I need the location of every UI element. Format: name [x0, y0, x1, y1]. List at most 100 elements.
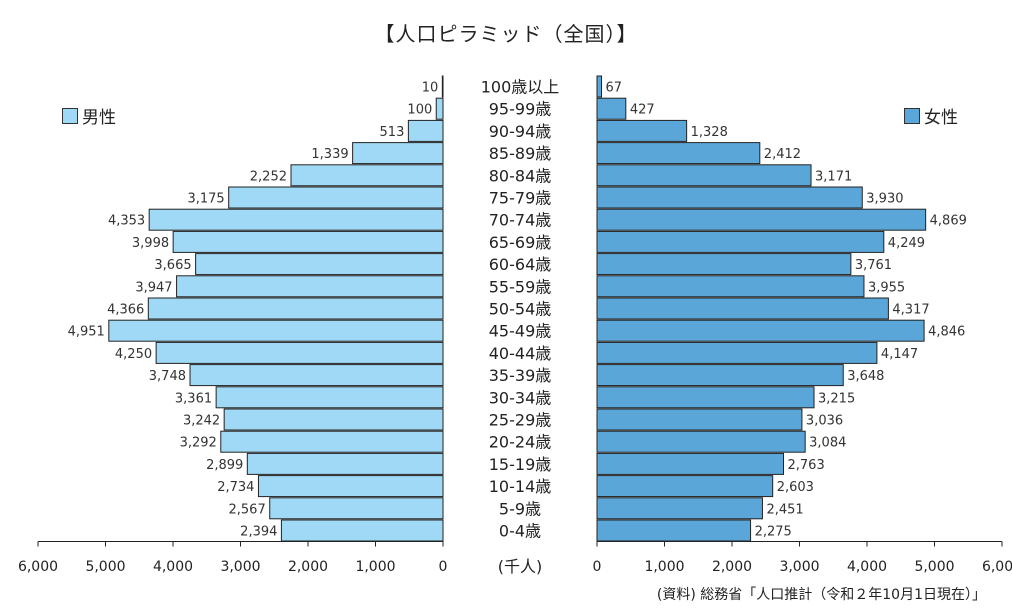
legend-label-female: 女性 [924, 108, 958, 128]
data-label-male: 100 [407, 103, 432, 118]
bar-male [172, 230, 444, 253]
bar-male [441, 75, 444, 98]
source-note: (資料) 総務省「人口推計（令和２年10月1日現在）」 [656, 587, 986, 603]
bar-male [246, 452, 444, 475]
data-label-male: 4,366 [107, 303, 144, 318]
bar-male [215, 386, 444, 409]
data-label-female: 427 [630, 103, 655, 118]
x-tick-label-male: 3,000 [220, 559, 260, 575]
data-label-female: 2,763 [788, 458, 825, 473]
unit-label: (千人) [498, 557, 543, 576]
bar-female [596, 253, 852, 276]
bar-male [147, 297, 444, 320]
category-label: 10-14歳 [489, 477, 552, 496]
bar-male [220, 430, 444, 453]
bar-male [228, 186, 444, 209]
data-label-male: 3,748 [149, 369, 186, 384]
data-label-male: 10 [422, 81, 439, 96]
bar-female [596, 142, 761, 165]
data-label-female: 4,869 [930, 214, 967, 229]
data-label-male: 4,951 [68, 325, 105, 340]
bar-female [596, 208, 927, 231]
legend-female: 女性 [904, 103, 958, 128]
category-label: 85-89歳 [489, 144, 552, 163]
data-label-female: 67 [606, 81, 623, 96]
bar-male [148, 208, 444, 231]
bar-female [596, 275, 865, 298]
data-label-male: 3,361 [175, 391, 212, 406]
category-label: 55-59歳 [489, 277, 552, 296]
data-label-male: 3,292 [180, 436, 217, 451]
legend-swatch-male [62, 107, 78, 124]
bar-male [257, 475, 444, 498]
data-label-male: 2,899 [206, 458, 243, 473]
bar-male [435, 97, 444, 120]
chart-title: 【人口ピラミッド（全国）】 [374, 22, 638, 46]
data-label-female: 4,846 [928, 325, 965, 340]
category-label: 90-94歳 [489, 122, 552, 141]
data-label-female: 3,648 [847, 369, 884, 384]
x-tick-label-male: 0 [439, 559, 448, 575]
bar-female [596, 519, 752, 542]
bar-female [596, 75, 603, 98]
category-label: 30-34歳 [489, 388, 552, 407]
data-label-female: 3,215 [818, 391, 855, 406]
bar-male [352, 142, 444, 165]
data-label-male: 2,252 [250, 169, 287, 184]
data-label-female: 3,930 [866, 192, 903, 207]
x-tick-label-female: 4,000 [847, 559, 887, 575]
category-label: 50-54歳 [489, 300, 552, 319]
bar-male [195, 253, 444, 276]
data-label-male: 3,175 [187, 192, 224, 207]
data-label-male: 2,394 [240, 525, 277, 540]
data-label-male: 3,242 [183, 414, 220, 429]
data-label-male: 513 [380, 125, 405, 140]
bar-female [596, 408, 803, 431]
data-label-female: 2,451 [766, 502, 803, 517]
x-tick-label-female: 6,000 [982, 559, 1012, 575]
bar-female [596, 319, 925, 342]
bar-female [596, 341, 878, 364]
category-label: 15-19歳 [489, 455, 552, 474]
category-label: 35-39歳 [489, 366, 552, 385]
bar-female [596, 297, 889, 320]
x-tick-label-male: 6,000 [18, 559, 58, 575]
bar-female [596, 186, 863, 209]
x-tick-label-male: 1,000 [355, 559, 395, 575]
data-label-male: 2,734 [217, 480, 254, 495]
category-label: 75-79歳 [489, 189, 552, 208]
bar-female [596, 119, 688, 142]
legend-male: 男性 [62, 103, 116, 128]
bar-male [290, 164, 444, 187]
data-label-male: 1,339 [311, 147, 348, 162]
category-label: 45-49歳 [489, 322, 552, 341]
bar-female [596, 364, 844, 387]
bar-male [176, 275, 444, 298]
data-label-female: 4,317 [892, 303, 929, 318]
x-tick-label-male: 5,000 [85, 559, 125, 575]
bar-male [280, 519, 444, 542]
x-tick-label-female: 5,000 [914, 559, 954, 575]
data-label-female: 1,328 [691, 125, 728, 140]
bar-female [596, 164, 812, 187]
data-label-female: 3,036 [806, 414, 843, 429]
data-label-female: 3,955 [868, 280, 905, 295]
bar-male [223, 408, 444, 431]
category-label: 100歳以上 [481, 78, 560, 97]
bar-female [596, 430, 806, 453]
bar-female [596, 452, 785, 475]
bar-female [596, 386, 815, 409]
data-label-female: 2,603 [777, 480, 814, 495]
bar-female [596, 475, 774, 498]
bar-male [407, 119, 444, 142]
category-label: 5-9歳 [499, 499, 541, 518]
data-label-male: 3,998 [132, 236, 169, 251]
bar-male [269, 497, 444, 520]
bar-male [189, 364, 444, 387]
data-label-male: 4,250 [115, 347, 152, 362]
x-tick-label-female: 0 [593, 559, 602, 575]
data-label-female: 4,249 [888, 236, 925, 251]
legend-label-male: 男性 [82, 108, 116, 128]
bar-female [596, 497, 763, 520]
